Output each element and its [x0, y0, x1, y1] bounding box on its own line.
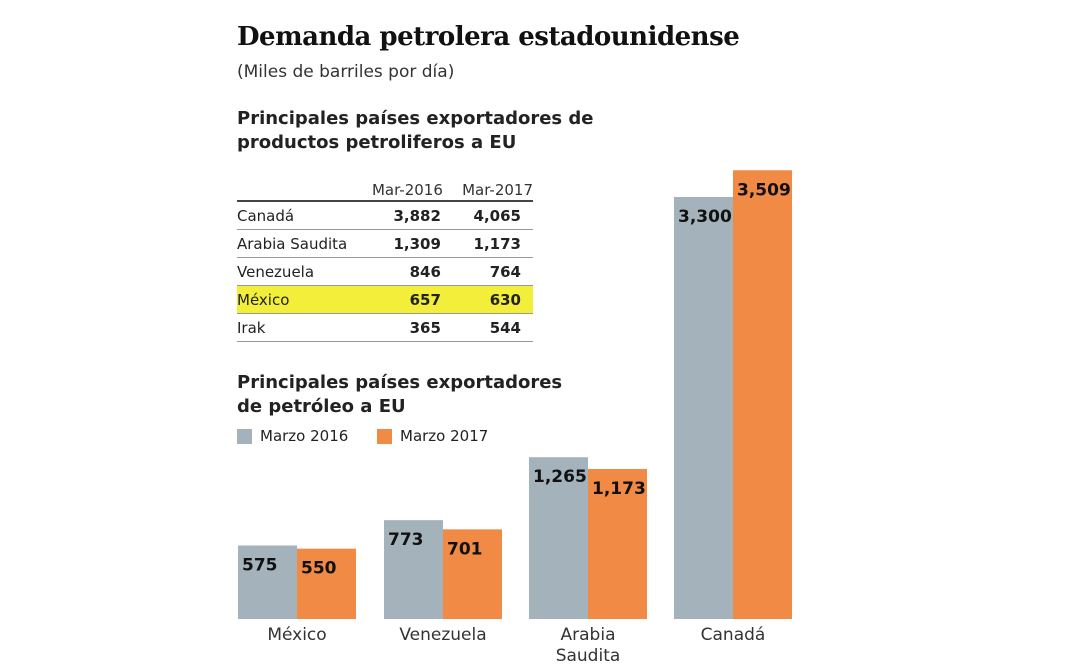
- data-label: 1,265: [533, 467, 587, 487]
- bar: [674, 197, 733, 619]
- country-cell: Arabia Saudita: [237, 229, 362, 258]
- column-header: Mar-2017: [452, 180, 533, 202]
- bar: [384, 520, 443, 619]
- bar: [588, 468, 647, 619]
- value-2016-cell: 3,882: [361, 201, 453, 230]
- table-title-line1: Principales países exportadores de: [237, 108, 594, 129]
- legend-item-2017: Marzo 2017: [377, 427, 488, 445]
- bar-chart-title: Principales países exportadores de petró…: [237, 371, 562, 419]
- bar: [529, 457, 588, 619]
- country-cell: Venezuela: [237, 257, 362, 286]
- value-2017-cell: 630: [452, 285, 533, 314]
- bar: [297, 548, 356, 619]
- legend-label: Marzo 2017: [400, 427, 489, 445]
- data-label: 3,509: [737, 180, 791, 200]
- table-row: México 657 630: [237, 285, 533, 314]
- bar: [238, 545, 297, 619]
- exporters-table: Mar-2016 Mar-2017 Canadá 3,882 4,065 Arabia…: [237, 180, 533, 342]
- legend-swatch: [237, 428, 252, 444]
- data-label: 3,300: [678, 207, 732, 227]
- category-label: Arabia: [561, 625, 616, 645]
- category-label: Canadá: [701, 625, 766, 645]
- data-label: 773: [388, 530, 424, 550]
- table-row: Venezuela 846 764: [237, 257, 533, 286]
- value-2017-cell: 764: [452, 257, 533, 286]
- bar: [443, 529, 502, 619]
- category-label: Venezuela: [399, 625, 486, 645]
- data-label: 1,173: [592, 479, 646, 499]
- value-2016-cell: 365: [361, 313, 453, 342]
- data-label: 575: [242, 555, 278, 575]
- table-row: Arabia Saudita 1,309 1,173: [237, 229, 533, 258]
- category-label: Saudita: [556, 646, 621, 666]
- column-header: Mar-2016: [361, 180, 453, 202]
- table-row: Irak 365 544: [237, 313, 533, 342]
- column-header: [237, 180, 362, 202]
- value-2017-cell: 544: [452, 313, 533, 342]
- data-label: 550: [301, 559, 337, 579]
- bar: [733, 170, 792, 620]
- bar-chart-title-line2: de petróleo a EU: [237, 396, 406, 417]
- category-label: México: [267, 625, 326, 645]
- legend-item-2016: Marzo 2016: [237, 427, 348, 445]
- value-2016-cell: 1,309: [361, 229, 453, 258]
- table-title: Principales países exportadores de produ…: [237, 107, 594, 155]
- chart-title: Demanda petrolera estadounidense: [237, 22, 740, 52]
- legend-label: Marzo 2016: [260, 427, 349, 445]
- legend-swatch: [377, 428, 392, 444]
- value-2016-cell: 846: [361, 257, 453, 286]
- table-title-line2: productos petroliferos a EU: [237, 132, 517, 153]
- table-row: Canadá 3,882 4,065: [237, 201, 533, 230]
- value-2017-cell: 1,173: [452, 229, 533, 258]
- country-cell: Canadá: [237, 201, 362, 230]
- bar-chart-title-line1: Principales países exportadores: [237, 372, 563, 393]
- country-cell: Irak: [237, 313, 362, 342]
- chart-subtitle: (Miles de barriles por día): [237, 62, 455, 82]
- country-cell: México: [237, 285, 362, 314]
- value-2017-cell: 4,065: [452, 201, 533, 230]
- value-2016-cell: 657: [361, 285, 453, 314]
- data-label: 701: [447, 539, 483, 559]
